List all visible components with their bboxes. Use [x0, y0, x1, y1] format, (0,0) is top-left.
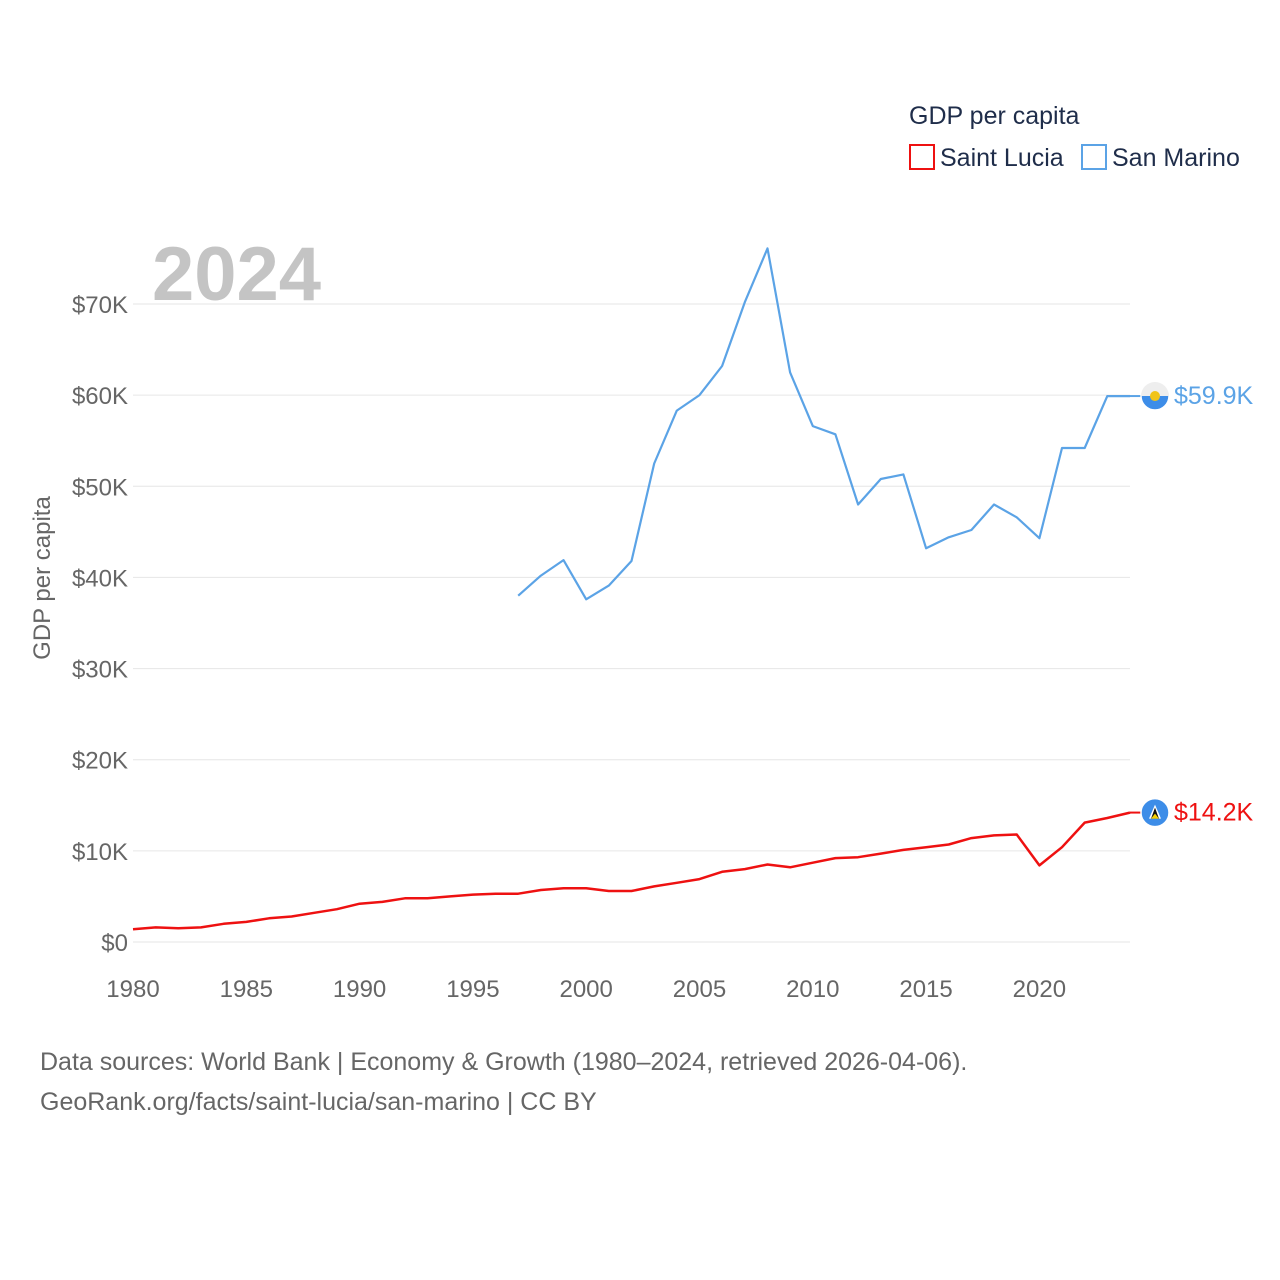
y-tick-label: $10K: [72, 839, 128, 866]
x-tick-label: 2010: [786, 976, 839, 1003]
x-tick-label: 1990: [333, 976, 386, 1003]
gdp-per-capita-chart: $0$10K$20K$30K$40K$50K$60K$70K 1980 1985 1…: [29, 102, 1254, 1003]
source-line-1: Data sources: World Bank | Economy & Gro…: [40, 1048, 968, 1076]
x-tick-label: 1985: [220, 976, 273, 1003]
x-axis-ticks: 1980 1985 1990 1995 2000 2005 2010 2015 2020: [106, 976, 1066, 1003]
series-lines: [132, 247, 1131, 931]
y-tick-label: $50K: [72, 474, 128, 501]
san-marino-flag-icon: [1140, 381, 1170, 411]
x-tick-label: 2005: [673, 976, 726, 1003]
x-tick-label: 2020: [1013, 976, 1066, 1003]
legend-label-san-marino[interactable]: San Marino: [1112, 144, 1240, 172]
series-end-markers: $14.2K $59.9K: [1130, 381, 1254, 828]
end-value-label: $59.9K: [1174, 382, 1254, 410]
series-line-saint-lucia[interactable]: [132, 811, 1131, 931]
y-axis-title: GDP per capita: [29, 496, 56, 660]
y-tick-label: $60K: [72, 383, 128, 410]
x-tick-label: 1995: [446, 976, 499, 1003]
source-line-2[interactable]: GeoRank.org/facts/saint-lucia/san-marino…: [40, 1088, 597, 1116]
y-tick-label: $70K: [72, 292, 128, 319]
x-tick-label: 2015: [899, 976, 952, 1003]
y-gridlines: [133, 303, 1130, 943]
legend-swatch-saint-lucia[interactable]: [909, 144, 935, 170]
legend-swatch-san-marino[interactable]: [1081, 144, 1107, 170]
series-line-san-marino[interactable]: [517, 247, 1130, 601]
end-value-label: $14.2K: [1174, 799, 1254, 827]
year-label: 2024: [152, 232, 321, 317]
legend-title: GDP per capita: [909, 102, 1080, 130]
legend-label-saint-lucia[interactable]: Saint Lucia: [940, 144, 1064, 172]
y-tick-label: $0: [101, 930, 128, 957]
y-tick-label: $30K: [72, 657, 128, 684]
legend[interactable]: GDP per capita Saint Lucia San Marino: [909, 102, 1240, 172]
y-tick-label: $40K: [72, 565, 128, 592]
x-tick-label: 1980: [106, 976, 159, 1003]
x-tick-label: 2000: [559, 976, 612, 1003]
y-tick-label: $20K: [72, 748, 128, 775]
source-note: Data sources: World Bank | Economy & Gro…: [40, 1042, 967, 1122]
y-axis-ticks: $0 $10K $20K $30K $40K $50K $60K $70K: [72, 292, 128, 957]
saint-lucia-flag-icon: [1140, 797, 1170, 828]
